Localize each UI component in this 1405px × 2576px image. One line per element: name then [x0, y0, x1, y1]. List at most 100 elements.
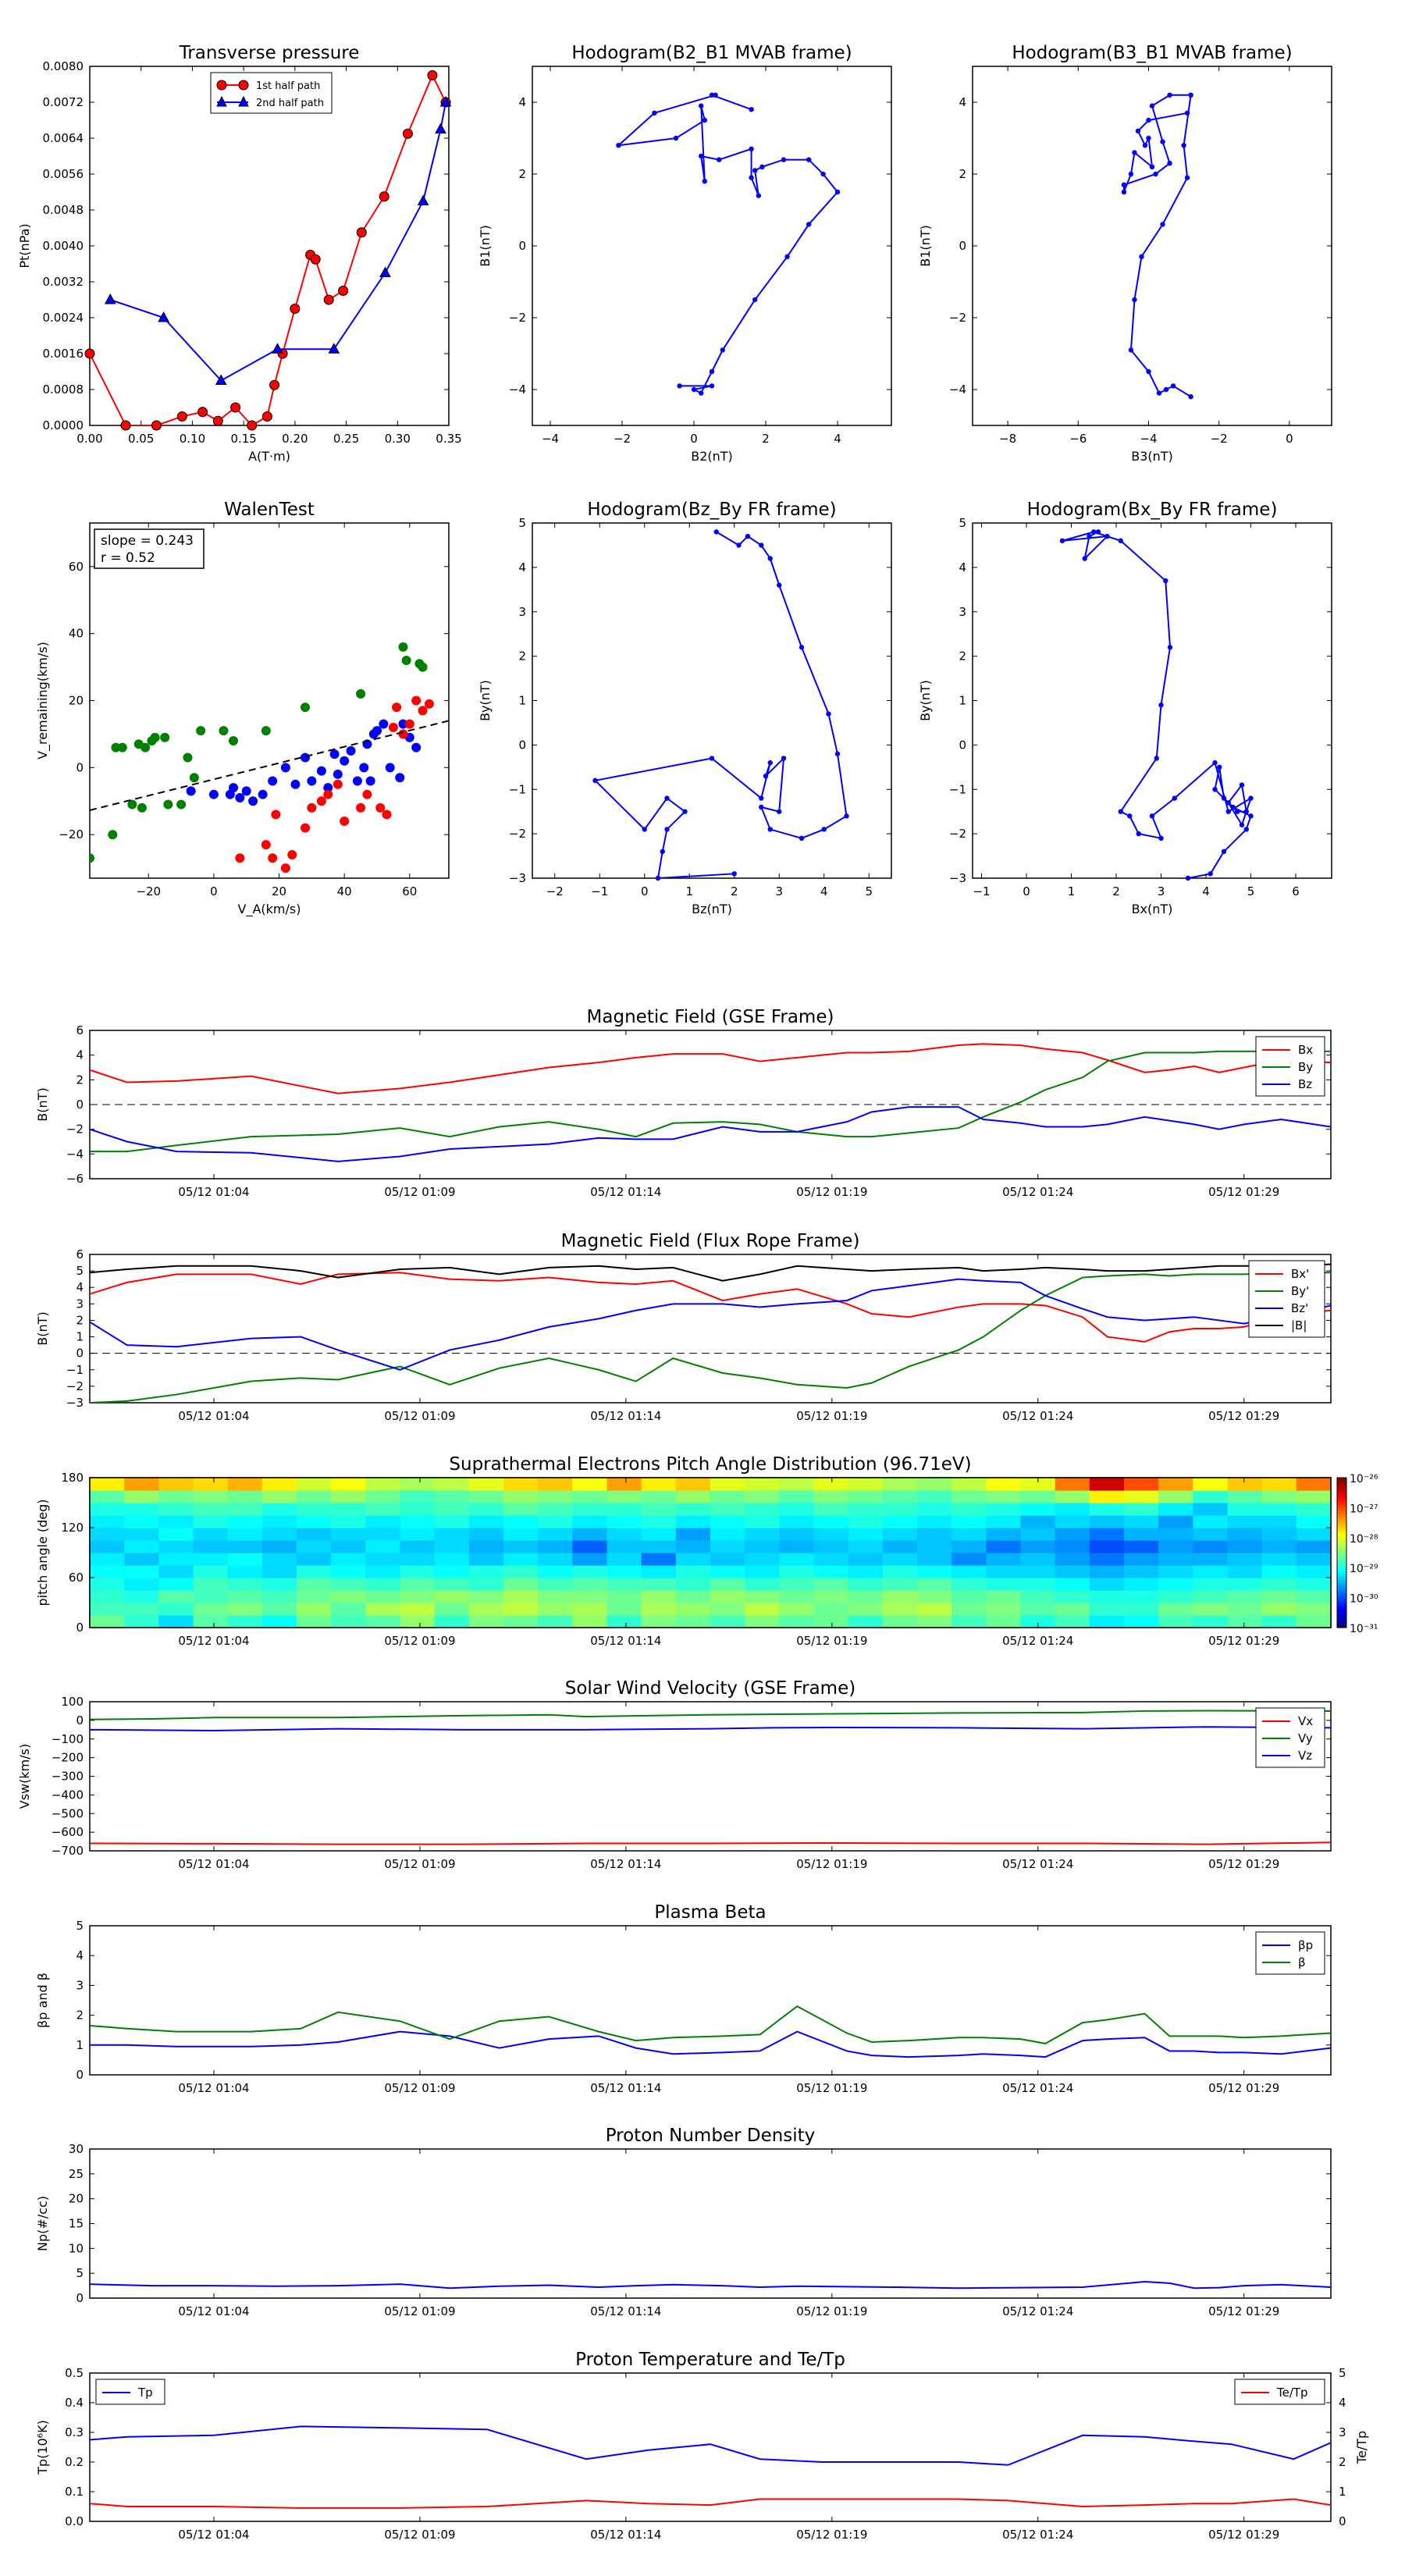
pad-ytick-label: 0: [76, 1621, 84, 1635]
bgse-ytick-label: 2: [76, 1073, 84, 1087]
pad-cell: [365, 1603, 401, 1616]
bfr-ytick-label: −3: [66, 1396, 84, 1410]
pad-cell: [538, 1603, 573, 1616]
hfr1-ytick-label: −2: [509, 827, 526, 841]
pad-cell: [261, 1590, 297, 1603]
pad-cell: [641, 1553, 677, 1566]
pad-cell: [1158, 1528, 1193, 1541]
pad-title: Suprathermal Electrons Pitch Angle Distr…: [449, 1454, 971, 1475]
hfr2-point: [1212, 787, 1218, 792]
pad-cell: [1089, 1503, 1125, 1516]
pad-cell: [1193, 1615, 1229, 1628]
hfr2-point: [1158, 835, 1164, 841]
tp-point: [290, 304, 301, 314]
hfr2-point: [1243, 827, 1249, 832]
pad-cell: [365, 1615, 401, 1628]
pad-cell: [1089, 1565, 1125, 1578]
h31-point: [1156, 390, 1162, 396]
h31-point: [1163, 386, 1169, 393]
pad-cell: [1227, 1490, 1263, 1503]
h21-point: [834, 189, 841, 195]
pad-cell: [1193, 1528, 1229, 1541]
pad-cell: [641, 1578, 677, 1591]
hfr1-point: [844, 813, 849, 819]
tp-point: [379, 266, 391, 277]
pad-cell: [675, 1528, 711, 1541]
walen-point-blue: [208, 789, 219, 799]
pad-cell: [365, 1515, 401, 1528]
tp-point: [104, 293, 116, 304]
np-series-Np: [90, 2280, 1331, 2290]
pad-cell: [745, 1578, 780, 1591]
pad-cell: [503, 1603, 539, 1616]
pad-cell: [538, 1590, 573, 1603]
h21-point: [820, 171, 826, 177]
pad-cell: [848, 1540, 884, 1553]
pad-cell: [1193, 1490, 1229, 1503]
bgse-xtick-label: 05/12 01:14: [590, 1185, 661, 1199]
pad-cell: [1296, 1540, 1332, 1553]
pad-cell: [297, 1578, 332, 1591]
pad-cell: [606, 1540, 642, 1553]
pad-cell: [1020, 1503, 1056, 1516]
walen-point-blue: [235, 792, 245, 802]
hfr2-point: [1243, 809, 1249, 814]
pad-cell: [90, 1503, 125, 1516]
pad-cell: [90, 1478, 125, 1491]
h31-point: [1121, 182, 1127, 187]
pad-cell: [675, 1578, 711, 1591]
pad-cell: [124, 1528, 159, 1541]
pad-cell: [1089, 1590, 1125, 1603]
pad-cell: [1261, 1540, 1297, 1553]
pad-cell: [434, 1540, 470, 1553]
bfr-ytick-label: 0: [76, 1347, 84, 1361]
hfr2-point: [1248, 795, 1254, 801]
temp-ytick2-label: 0: [1339, 2514, 1346, 2528]
pad-cell: [641, 1490, 677, 1503]
vsw-xtick-label: 05/12 01:19: [796, 1857, 867, 1871]
hfr2-point: [1221, 849, 1227, 855]
pad-cell: [1158, 1565, 1193, 1578]
pad-cell: [193, 1478, 229, 1491]
beta-ytick-label: 4: [76, 1948, 84, 1962]
walen-point-red: [323, 789, 333, 799]
pad-cell: [261, 1603, 297, 1616]
h31-point: [1149, 103, 1155, 109]
tp-ylabel: Pt(nPa): [17, 223, 32, 268]
walen-point-red: [424, 699, 434, 709]
walen-point-red: [411, 696, 422, 706]
h21-xtick-label: −4: [542, 432, 559, 446]
pad-cell: [572, 1515, 608, 1528]
pad-xtick-label: 05/12 01:09: [384, 1634, 455, 1648]
hfr2-point: [1149, 813, 1155, 819]
pad-cell: [745, 1615, 780, 1628]
h31-point: [1181, 143, 1186, 148]
pad-cell: [675, 1553, 711, 1566]
pad-cell: [882, 1615, 918, 1628]
pad-cell: [1227, 1590, 1263, 1603]
hfr1-point: [821, 827, 827, 832]
pad-cell: [882, 1528, 918, 1541]
pad-cell: [572, 1553, 608, 1566]
pad-cell: [331, 1615, 366, 1628]
pad-cell: [468, 1578, 504, 1591]
pad-cell: [779, 1478, 815, 1491]
pad-cell: [951, 1503, 987, 1516]
h21-ytick-label: 0: [518, 239, 526, 253]
pad-cell: [675, 1540, 711, 1553]
bfr-ylabel: B(nT): [35, 1311, 50, 1345]
pad-cell: [641, 1590, 677, 1603]
tp-legend-marker-2b: [238, 95, 249, 107]
pad-cell: [1124, 1490, 1159, 1503]
pad-colorbar-segment: [1337, 1555, 1346, 1558]
pad-cell: [848, 1490, 884, 1503]
pad-cell: [882, 1578, 918, 1591]
pad-cell: [1193, 1603, 1229, 1616]
h21-point: [702, 179, 707, 184]
walen-point-red: [362, 789, 372, 799]
h31-ytick-label: 4: [959, 95, 966, 109]
hfr1-xtick-label: −2: [546, 884, 564, 898]
hfr1-plot-frame: [532, 522, 892, 879]
walen-point-green: [127, 799, 137, 809]
